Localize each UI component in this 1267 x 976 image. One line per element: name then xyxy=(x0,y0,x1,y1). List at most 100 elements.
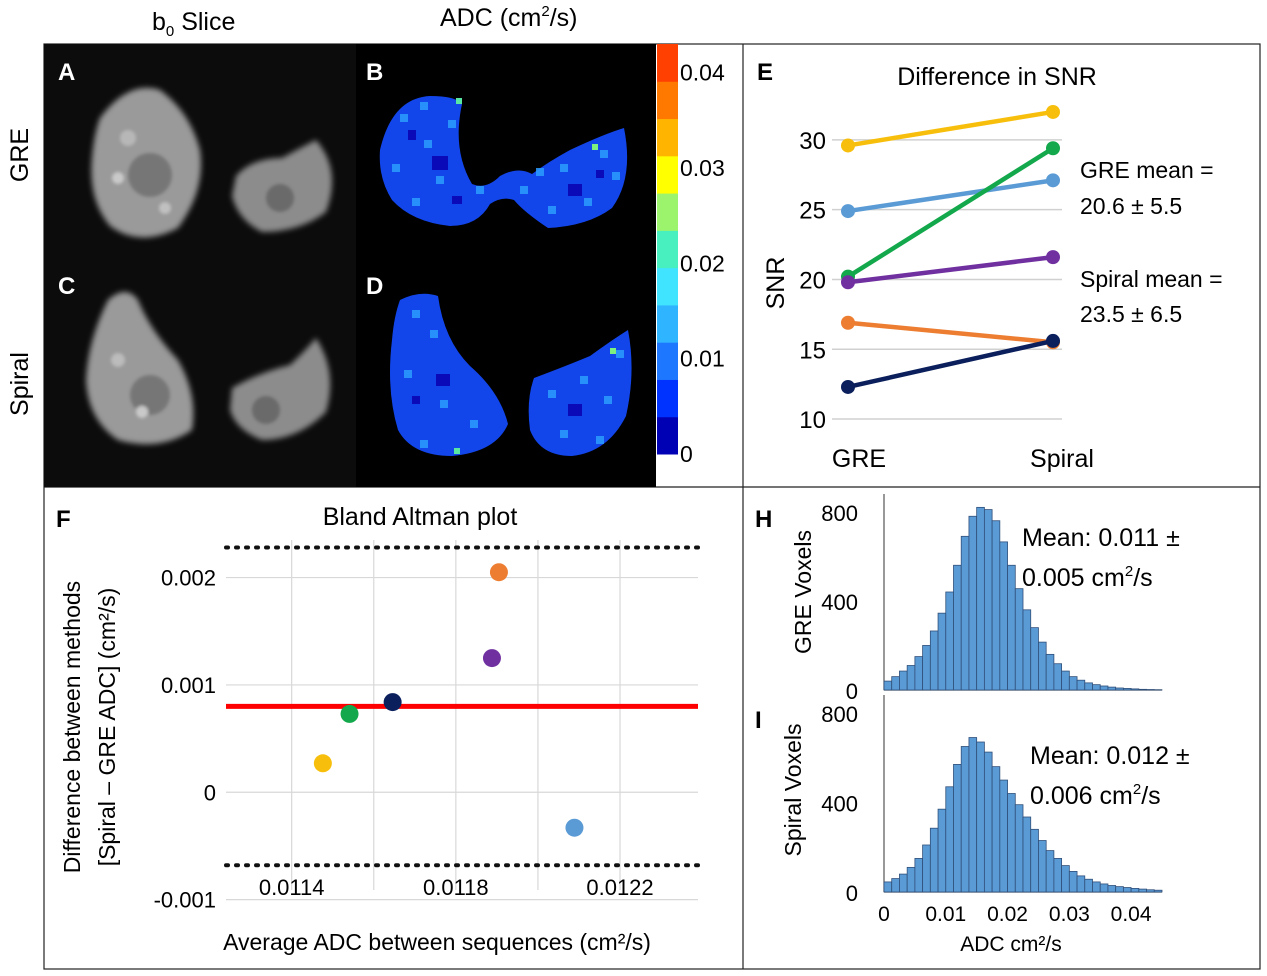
gre-hist-bar xyxy=(1115,687,1124,691)
colorbar-segment xyxy=(657,44,678,82)
spiral-hist-bar xyxy=(1115,886,1124,893)
colorbar-tick-label: 0.02 xyxy=(680,250,725,276)
panel-letter-i: I xyxy=(755,707,762,734)
snr-point xyxy=(841,379,855,394)
colorbar-segment xyxy=(657,81,678,120)
gre-hist-bar xyxy=(883,680,893,691)
row-label-gre: GRE xyxy=(6,128,34,182)
bland-altman-x-tick-label: 0.0114 xyxy=(259,875,325,900)
colorbar-tick-label: 0.01 xyxy=(680,346,725,372)
snr-series-line xyxy=(847,178,1054,214)
colorbar-tick-label: 0.03 xyxy=(680,155,725,181)
gre-hist-bar xyxy=(945,591,954,691)
spiral-histogram-x-label: ADC cm²/s xyxy=(960,933,1062,956)
snr-y-axis-label: SNR xyxy=(762,257,790,310)
gre-hist-bar xyxy=(1122,688,1132,691)
spiral-histogram-y-label: Spiral Voxels xyxy=(780,724,806,857)
spiral-hist-bar xyxy=(1053,858,1063,893)
gre-hist-bar xyxy=(1076,679,1086,691)
colorbar-segment xyxy=(657,118,678,157)
spiral-hist-bar xyxy=(937,808,947,893)
colorbar-tick-label: 0.04 xyxy=(680,60,725,86)
colorbar-segment xyxy=(657,416,678,455)
spiral-hist-bar xyxy=(1068,871,1078,893)
gre-hist-bar xyxy=(1092,684,1101,691)
spiral-hist-bar xyxy=(929,827,939,893)
spiral-hist-bar xyxy=(945,786,954,893)
spiral-histogram: Spiral Voxels 0 400 800 Mean: 0.012 ± 0.00… xyxy=(780,695,1190,956)
spiral-hist-bar xyxy=(1076,875,1086,893)
spiral-hist-bar xyxy=(1099,883,1109,893)
bland-altman-point xyxy=(383,693,402,712)
spiral-hist-bar xyxy=(1030,828,1039,893)
gre-hist-bar xyxy=(1130,688,1140,691)
spiral-hist-x-tick-label: 0.04 xyxy=(1111,903,1152,926)
adc-header: ADC (cm2/s) xyxy=(440,3,578,32)
bland-altman-y-tick-label: 0.002 xyxy=(161,566,216,591)
gre-hist-bar xyxy=(1045,653,1055,691)
gre-hist-bar xyxy=(1022,609,1032,691)
spiral-hist-bar xyxy=(960,746,970,893)
panel-letter-d: D xyxy=(366,273,383,300)
gre-hist-bar xyxy=(929,630,939,691)
snr-y-tick-label: 20 xyxy=(799,267,826,294)
spiral-hist-bar xyxy=(1092,881,1101,893)
colorbar-segment xyxy=(657,267,678,306)
spiral-hist-bar xyxy=(1007,793,1016,893)
panel-letter-h: H xyxy=(755,506,772,533)
b0-spiral-image xyxy=(86,292,331,445)
snr-point xyxy=(1046,333,1060,348)
panel-letter-f: F xyxy=(56,506,71,533)
snr-x-tick-spiral: Spiral xyxy=(1030,445,1094,473)
bland-altman-point xyxy=(340,704,359,723)
gre-hist-bar xyxy=(983,509,993,691)
gre-mean-label: GRE mean = xyxy=(1080,157,1214,183)
snr-series-line xyxy=(847,320,1054,345)
spiral-hist-x-tick-label: 0.01 xyxy=(925,903,966,926)
panel-letter-a: A xyxy=(58,59,75,86)
gre-hist-bar xyxy=(922,645,931,691)
spiral-hist-bar xyxy=(1045,850,1055,893)
gre-hist-bar xyxy=(1014,588,1024,691)
panel-letter-c: C xyxy=(58,273,75,300)
spiral-hist-bar xyxy=(914,858,924,893)
gre-hist-y-tick-label: 0 xyxy=(846,679,858,704)
spiral-hist-y-tick-label: 800 xyxy=(821,702,858,727)
spiral-hist-bar xyxy=(1146,889,1155,893)
bland-altman-point xyxy=(482,649,501,668)
snr-point xyxy=(841,275,855,290)
spiral-hist-bar xyxy=(1022,816,1032,893)
snr-series-line xyxy=(847,109,1054,148)
spiral-hist-bar xyxy=(1138,888,1147,893)
spiral-hist-bar xyxy=(891,878,900,893)
snr-point xyxy=(841,315,855,330)
snr-y-tick-label: 25 xyxy=(799,198,826,225)
spiral-hist-bar xyxy=(899,873,908,893)
panel-letter-e: E xyxy=(757,59,773,86)
bland-altman-point xyxy=(313,754,332,773)
snr-chart-title: Difference in SNR xyxy=(897,63,1097,91)
b0-gre-image xyxy=(91,87,333,238)
snr-y-tick-label: 10 xyxy=(799,407,826,434)
gre-hist-bar xyxy=(976,506,985,691)
spiral-hist-bar xyxy=(991,766,1001,893)
colorbar-segment xyxy=(657,304,678,343)
bland-altman-point xyxy=(565,818,584,837)
gre-hist-bar xyxy=(1030,627,1039,691)
gre-hist-bar xyxy=(953,564,962,691)
snr-point xyxy=(841,138,855,153)
gre-hist-bar xyxy=(1053,663,1063,691)
spiral-mean-label: Spiral mean = xyxy=(1080,266,1223,292)
gre-hist-bar xyxy=(1099,685,1109,691)
bland-altman-x-tick-label: 0.0122 xyxy=(586,875,653,900)
spiral-hist-x-tick-label: 0.02 xyxy=(987,903,1028,926)
spiral-hist-x-tick-label: 0 xyxy=(878,903,890,926)
snr-y-tick-label: 30 xyxy=(799,128,826,155)
spiral-hist-y-tick-label: 0 xyxy=(846,881,858,906)
gre-hist-bar xyxy=(1061,670,1070,691)
spiral-hist-bar xyxy=(906,866,916,893)
snr-point xyxy=(1046,250,1060,265)
spiral-hist-bar xyxy=(922,844,931,893)
bland-altman-y-label-2: [Spiral – GRE ADC] (cm²/s) xyxy=(94,588,120,867)
spiral-mean-value: 23.5 ± 6.5 xyxy=(1080,301,1182,327)
